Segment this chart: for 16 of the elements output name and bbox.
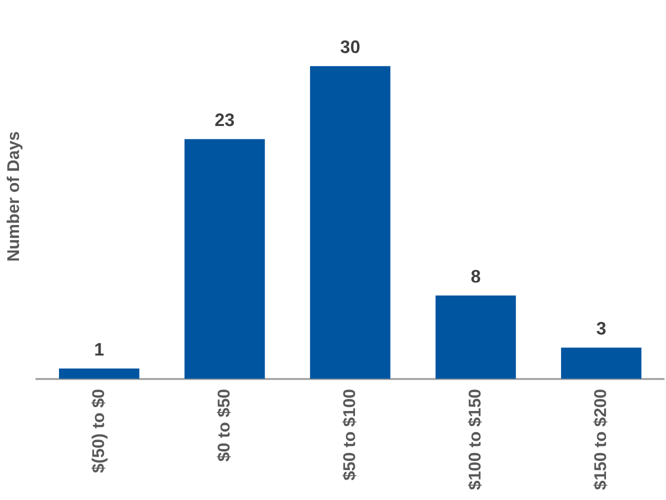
x-tick-label: $100 to $150 bbox=[465, 388, 484, 490]
bar bbox=[310, 66, 390, 379]
bar bbox=[58, 368, 140, 379]
bar bbox=[561, 348, 642, 379]
x-tick-label: $0 to $50 bbox=[214, 388, 234, 462]
bar bbox=[184, 139, 265, 379]
y-axis-title: Number of Days bbox=[4, 131, 23, 262]
x-tick-label: $(50) to $0 bbox=[88, 388, 108, 473]
data-label: 30 bbox=[340, 37, 360, 58]
x-tick-label: $50 to $100 bbox=[340, 388, 359, 481]
data-label: 1 bbox=[94, 339, 104, 360]
bar bbox=[436, 295, 516, 379]
data-label: 3 bbox=[596, 318, 606, 339]
data-label: 8 bbox=[470, 266, 481, 286]
x-tick-label: $150 to $200 bbox=[590, 388, 610, 490]
data-label: 23 bbox=[214, 110, 235, 130]
